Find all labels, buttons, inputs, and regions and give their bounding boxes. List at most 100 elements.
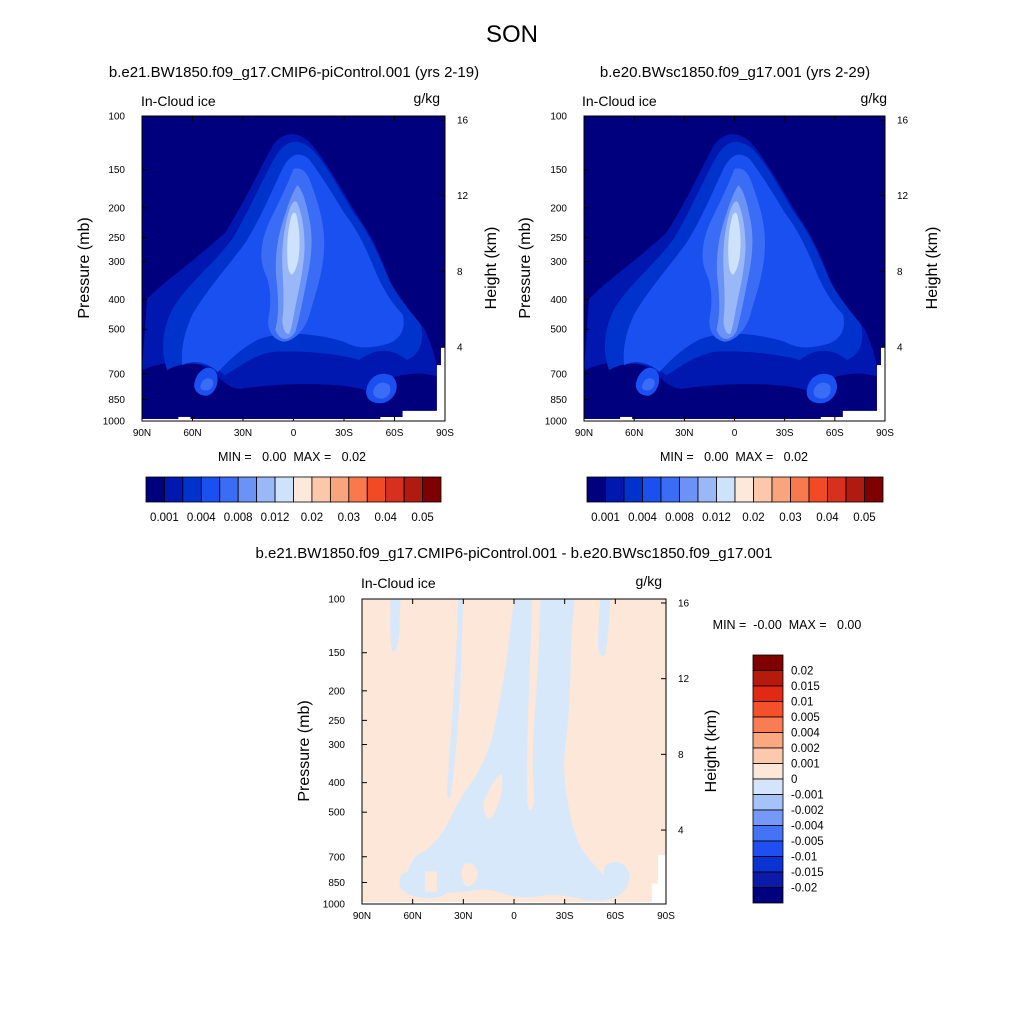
colorbar-swatch [808, 476, 828, 503]
panel-3-min-max: MIN = -0.00 MAX = 0.00 [713, 618, 862, 632]
colorbar-swatch [623, 476, 643, 503]
panel-3-title: b.e21.BW1850.f09_g17.CMIP6-piControl.001… [255, 545, 772, 562]
contour-fill [526, 599, 541, 810]
y-tick-label: 500 [550, 325, 567, 336]
missing-data [402, 410, 445, 421]
panel-1-colorbar: 0.001 0.004 0.008 0.012 0.02 0.03 0.04 0.05 [145, 476, 442, 524]
contour-fill [728, 212, 741, 275]
colorbar-swatch [827, 476, 847, 503]
colorbar-swatch [256, 476, 276, 503]
y-tick-label: 200 [550, 203, 567, 214]
y-right-tick-label: 12 [457, 191, 469, 202]
x-tick-label: 30N [454, 911, 472, 922]
x-tick-label: 60S [826, 428, 844, 439]
colorbar-label: -0.02 [791, 883, 817, 895]
colorbar-label: 0.004 [628, 512, 657, 524]
missing-data [178, 416, 191, 421]
y-tick-label: 400 [550, 295, 567, 306]
y-right-tick-label: 12 [678, 674, 690, 685]
panel-2-title: b.e20.BWsc1850.f09_g17.001 (yrs 2-29) [600, 64, 870, 81]
x-tick-label: 0 [291, 428, 297, 439]
colorbar-label: 0.002 [791, 743, 820, 755]
colorbar-label: 0.008 [224, 512, 253, 524]
colorbar-label: 0.015 [791, 681, 820, 693]
colorbar-label: -0.01 [791, 852, 817, 864]
panel-1-ticks: 90N 60N 30N 0 30S 60S 90S 100 150 200 250 300 400 500… [103, 112, 469, 440]
y-right-tick-label: 16 [457, 115, 469, 126]
colorbar-swatch [752, 747, 784, 764]
colorbar-swatch [752, 763, 784, 780]
colorbar-label: 0.001 [791, 759, 820, 771]
colorbar-swatch [752, 701, 784, 718]
y-right-tick-label: 4 [457, 343, 463, 354]
colorbar-label: 0.001 [591, 512, 620, 524]
panel-1: b.e21.BW1850.f09_g17.CMIP6-piControl.001… [76, 64, 500, 524]
colorbar-label: 0.004 [187, 512, 216, 524]
colorbar-swatch [311, 476, 331, 503]
panel-2: b.e20.BWsc1850.f09_g17.001 (yrs 2-29) In… [517, 64, 941, 524]
colorbar-label: 0.05 [853, 512, 875, 524]
panel-3-colorbar: 0.02 0.015 0.01 0.005 0.004 0.002 0.001 0 -0.001… [752, 654, 824, 904]
contour-fill [200, 378, 214, 391]
y-tick-label: 250 [550, 233, 567, 244]
x-tick-label: 60N [403, 911, 421, 922]
y-right-tick-label: 4 [897, 343, 903, 354]
colorbar-swatch [348, 476, 368, 503]
panel-2-ylabel-right: Height (km) [924, 227, 941, 310]
missing-data [842, 410, 885, 421]
x-tick-label: 30N [675, 428, 693, 439]
panel-3-ylabel-right: Height (km) [703, 710, 720, 793]
colorbar-label: -0.002 [791, 805, 824, 817]
x-tick-label: 90S [657, 911, 675, 922]
panel-3: b.e21.BW1850.f09_g17.CMIP6-piControl.001… [255, 545, 861, 922]
x-tick-label: 60N [625, 428, 643, 439]
missing-data [440, 347, 445, 421]
x-tick-label: 30N [234, 428, 252, 439]
x-tick-label: 90N [133, 428, 151, 439]
colorbar-swatch [752, 825, 784, 842]
y-tick-label: 150 [108, 165, 125, 176]
colorbar-swatch [753, 476, 773, 503]
colorbar-label: 0.03 [338, 512, 360, 524]
colorbar-swatch [385, 476, 405, 503]
colorbar-label: -0.015 [791, 867, 824, 879]
colorbar-label: 0.008 [665, 512, 694, 524]
panel-1-ylabel: Pressure (mb) [76, 217, 93, 318]
colorbar-swatch [771, 476, 791, 503]
y-tick-label: 250 [108, 233, 125, 244]
contour-fill [390, 599, 401, 652]
colorbar-swatch [752, 840, 784, 857]
panel-3-ticks: 90N 60N 30N 0 30S 60S 90S 100 150 200 250 300 400 500… [323, 595, 690, 923]
colorbar-swatch [237, 476, 258, 503]
x-tick-label: 90S [436, 428, 454, 439]
colorbar-swatch [403, 476, 423, 503]
colorbar-label: 0.012 [702, 512, 731, 524]
contour-fill [337, 256, 360, 298]
panel-2-ylabel: Pressure (mb) [517, 217, 534, 318]
colorbar-swatch [697, 476, 717, 503]
missing-data [620, 416, 633, 421]
colorbar-label: 0.02 [791, 666, 813, 678]
y-right-tick-label: 16 [678, 598, 690, 609]
panel-1-ylabel-right: Height (km) [483, 227, 500, 310]
colorbar-swatch [752, 716, 784, 733]
y-right-tick-label: 12 [897, 191, 909, 202]
colorbar-swatch [752, 685, 784, 702]
x-tick-label: 0 [511, 911, 517, 922]
colorbar-swatch [752, 809, 784, 826]
contour-fill [287, 212, 300, 275]
colorbar-label: -0.005 [791, 836, 824, 848]
panel-2-colorbar: 0.001 0.004 0.008 0.012 0.02 0.03 0.04 0.05 [586, 476, 884, 524]
x-tick-label: 0 [732, 428, 738, 439]
x-tick-label: 90N [353, 911, 371, 922]
colorbar-swatch [752, 856, 784, 873]
y-tick-label: 1000 [545, 417, 568, 428]
panel-2-units-label: g/kg [861, 90, 887, 106]
colorbar-label: 0.02 [301, 512, 323, 524]
x-tick-label: 60N [183, 428, 201, 439]
y-tick-label: 100 [550, 112, 567, 123]
contour-fill [813, 382, 831, 399]
colorbar-swatch [164, 476, 184, 503]
y-tick-label: 850 [108, 395, 125, 406]
colorbar-label: 0 [791, 774, 797, 786]
